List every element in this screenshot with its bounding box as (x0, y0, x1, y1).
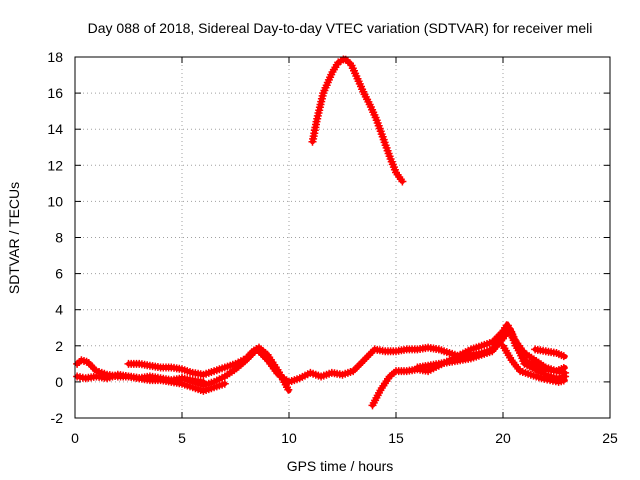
y-tick-label: 0 (55, 374, 63, 390)
series-arc-7 (499, 341, 568, 386)
series-arc-8 (531, 345, 568, 361)
y-tick-label: 12 (47, 157, 63, 173)
data-point (220, 379, 229, 388)
y-tick-label: 10 (47, 193, 63, 209)
chart-title: Day 088 of 2018, Sidereal Day-to-day VTE… (88, 20, 593, 36)
y-tick-label: 14 (47, 121, 63, 137)
ticks: 0 5 10 15 20 25 -2 0 2 4 6 8 10 12 14 16 18 (47, 49, 618, 446)
y-tick-label: 6 (55, 266, 63, 282)
series-arc-2 (73, 370, 208, 386)
series-arc-9 (308, 55, 407, 186)
x-tick-label: 10 (281, 430, 297, 446)
data-points (73, 55, 570, 410)
data-point (353, 363, 362, 372)
data-point (559, 376, 568, 385)
x-tick-label: 25 (602, 430, 618, 446)
y-tick-label: 2 (55, 338, 63, 354)
data-point (559, 364, 568, 372)
x-tick-label: 0 (71, 430, 79, 446)
x-axis-label: GPS time / hours (287, 458, 394, 474)
y-tick-label: 8 (55, 230, 63, 246)
grid (75, 57, 610, 418)
y-tick-label: 16 (47, 85, 63, 101)
data-point (561, 368, 570, 377)
x-tick-label: 5 (178, 430, 186, 446)
y-tick-label: 18 (47, 49, 63, 65)
y-axis-label: SDTVAR / TECUs (6, 182, 22, 294)
series-arc-6 (413, 325, 568, 376)
data-point (559, 352, 568, 361)
data-point (284, 385, 293, 394)
data-point (398, 177, 407, 186)
y-tick-label: 4 (55, 302, 63, 318)
y-tick-label: -2 (51, 410, 64, 426)
x-tick-label: 20 (495, 430, 511, 446)
x-tick-label: 15 (388, 430, 404, 446)
